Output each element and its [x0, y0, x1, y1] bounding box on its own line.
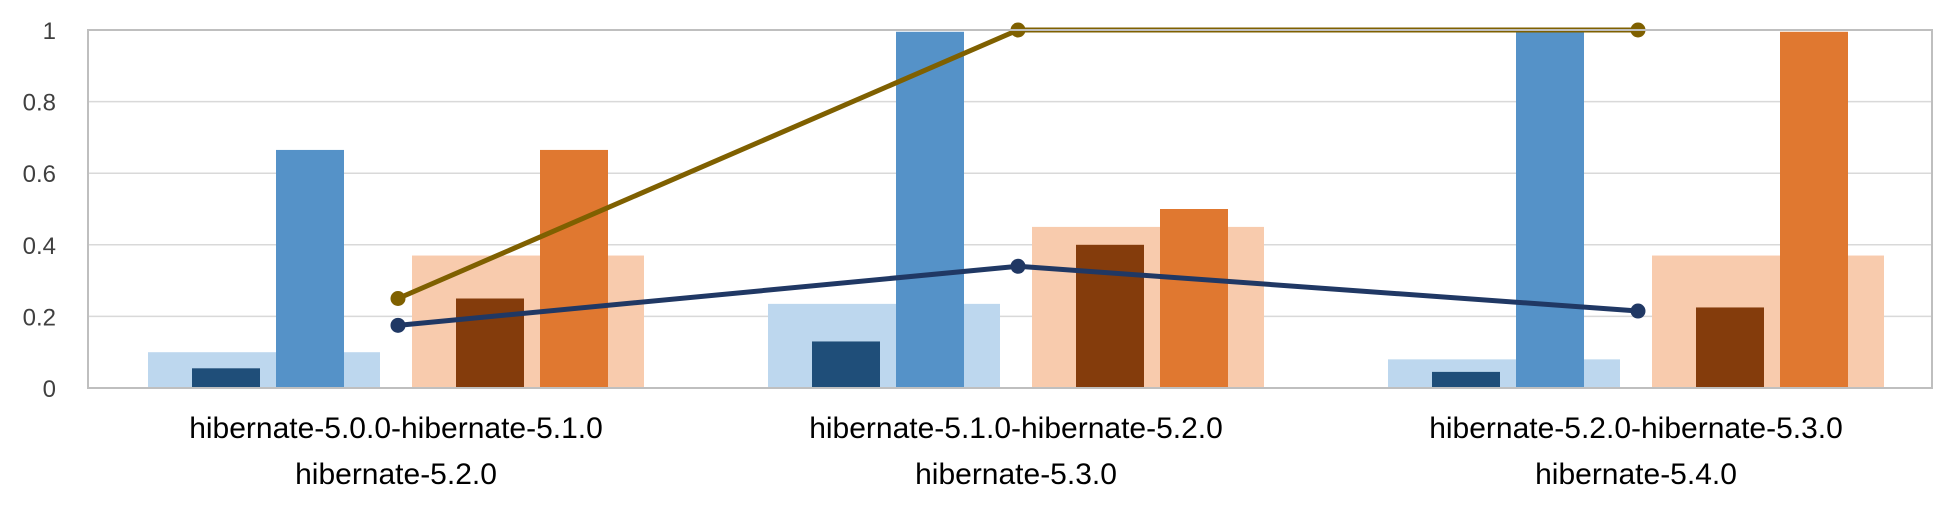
bar	[540, 149, 608, 388]
y-tick-label: 0.4	[23, 233, 56, 260]
line-point	[390, 317, 406, 333]
x-tick-label: hibernate-5.3.0	[915, 458, 1117, 491]
x-tick-label: hibernate-5.0.0-hibernate-5.1.0	[189, 412, 603, 445]
bar	[812, 341, 880, 388]
y-tick-label: 0.8	[23, 90, 56, 117]
bar	[1432, 371, 1500, 388]
y-tick-label: 1	[43, 18, 56, 45]
x-tick-label: hibernate-5.4.0	[1535, 458, 1737, 491]
bar-background	[1652, 255, 1884, 388]
x-axis-labels: hibernate-5.0.0-hibernate-5.1.0 hibernate…	[189, 412, 1843, 491]
line-point	[1010, 258, 1026, 274]
bar	[1516, 30, 1584, 388]
bar	[1160, 209, 1228, 388]
bar	[192, 368, 260, 388]
y-tick-label: 0	[43, 376, 56, 403]
x-tick-label: hibernate-5.1.0-hibernate-5.2.0	[809, 412, 1223, 445]
bar	[1780, 31, 1848, 388]
bar	[896, 31, 964, 388]
y-tick-label: 0.6	[23, 161, 56, 188]
bars	[148, 30, 1884, 388]
x-tick-label: hibernate-5.2.0-hibernate-5.3.0	[1429, 412, 1843, 445]
bar	[1696, 307, 1764, 388]
y-axis-ticks: 0 0.2 0.4 0.6 0.8 1	[23, 18, 56, 403]
line-point	[1630, 303, 1646, 319]
bar-background	[148, 352, 380, 388]
x-tick-label: hibernate-5.2.0	[295, 458, 497, 491]
y-tick-label: 0.2	[23, 304, 56, 331]
bar	[276, 149, 344, 388]
bar-background	[768, 303, 1000, 388]
line-point	[390, 291, 406, 306]
bar-background	[1032, 226, 1264, 388]
bar-background	[1388, 359, 1620, 388]
bar	[1076, 244, 1144, 388]
plot-area-border	[87, 29, 1933, 389]
